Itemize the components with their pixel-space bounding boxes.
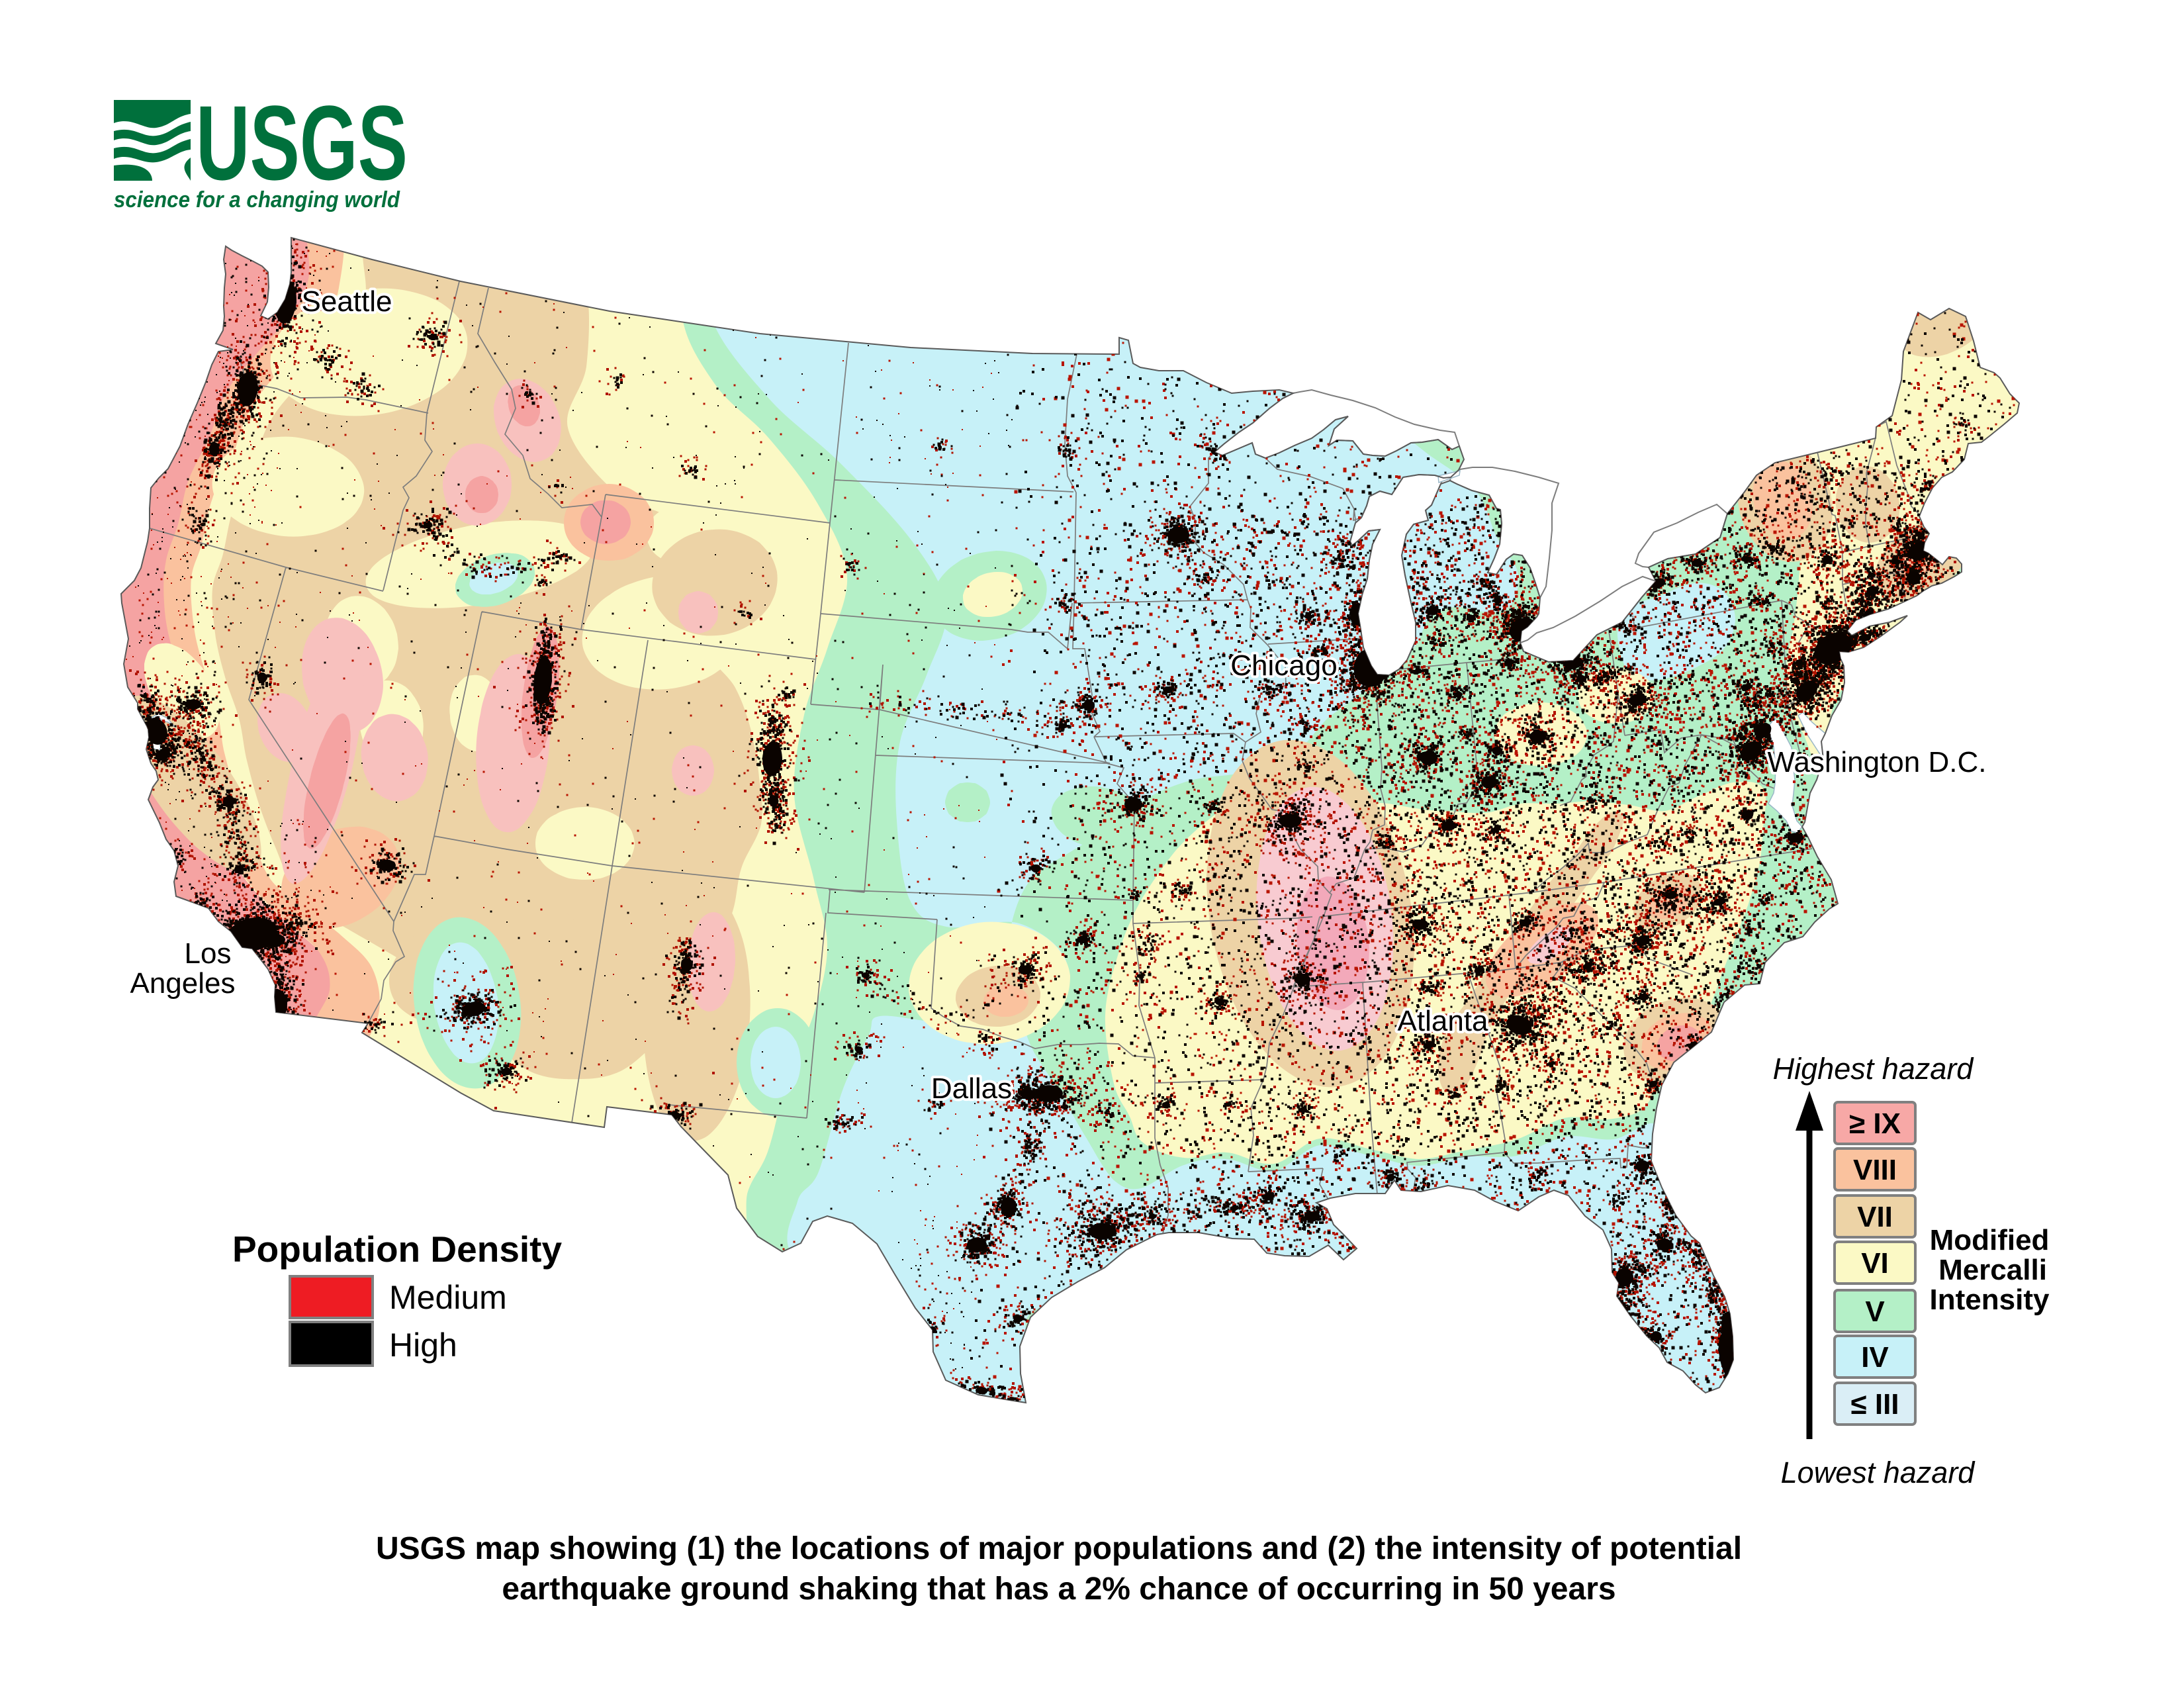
svg-text:Lowest hazard: Lowest hazard [1781, 1456, 1976, 1489]
svg-text:earthquake ground shaking that: earthquake ground shaking that has a 2% … [502, 1571, 1615, 1607]
svg-text:science for a changing world: science for a changing world [114, 187, 400, 212]
svg-text:Highest hazard: Highest hazard [1773, 1052, 1975, 1086]
svg-text:Dallas: Dallas [931, 1072, 1012, 1105]
svg-text:Population Density: Population Density [232, 1229, 563, 1270]
svg-text:IV: IV [1861, 1341, 1889, 1374]
svg-text:Atlanta: Atlanta [1398, 1005, 1489, 1037]
svg-text:Washington D.C.: Washington D.C. [1768, 746, 1987, 778]
svg-text:USGS map showing (1) the locat: USGS map showing (1) the locations of ma… [376, 1531, 1742, 1566]
svg-text:Intensity: Intensity [1930, 1284, 2050, 1316]
svg-text:Angeles: Angeles [130, 967, 235, 1000]
svg-text:VII: VII [1857, 1201, 1893, 1233]
svg-text:Modified: Modified [1930, 1224, 2050, 1256]
svg-text:V: V [1865, 1295, 1885, 1328]
svg-text:Los: Los [185, 937, 232, 970]
svg-text:≥ IX: ≥ IX [1849, 1107, 1901, 1140]
svg-text:VI: VI [1861, 1247, 1889, 1280]
svg-text:Chicago: Chicago [1230, 649, 1337, 682]
svg-text:High: High [389, 1327, 457, 1364]
svg-text:≤ III: ≤ III [1850, 1388, 1899, 1421]
svg-text:Seattle: Seattle [302, 285, 392, 318]
svg-text:Mercalli: Mercalli [1938, 1254, 2047, 1286]
svg-text:USGS: USGS [196, 83, 408, 202]
svg-text:VIII: VIII [1853, 1154, 1897, 1186]
svg-text:Medium: Medium [389, 1279, 507, 1316]
